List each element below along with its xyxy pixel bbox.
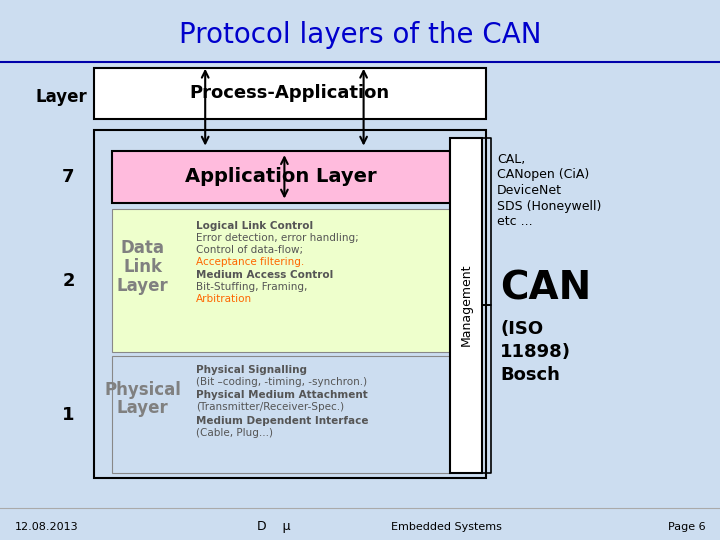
Text: Management: Management	[460, 264, 473, 346]
FancyBboxPatch shape	[112, 151, 450, 202]
FancyBboxPatch shape	[94, 130, 486, 478]
Text: Embedded Systems: Embedded Systems	[391, 522, 502, 531]
Text: Medium Access Control: Medium Access Control	[196, 270, 333, 280]
Text: Bit-Stuffing, Framing,: Bit-Stuffing, Framing,	[196, 282, 307, 292]
Text: (Transmitter/Receiver-Spec.): (Transmitter/Receiver-Spec.)	[196, 402, 344, 412]
Text: Acceptance filtering.: Acceptance filtering.	[196, 257, 304, 267]
Text: Medium Dependent Interface: Medium Dependent Interface	[196, 416, 369, 426]
Text: Application Layer: Application Layer	[185, 167, 377, 186]
Text: (Bit –coding, -timing, -synchron.): (Bit –coding, -timing, -synchron.)	[196, 377, 367, 387]
FancyBboxPatch shape	[112, 356, 450, 472]
Text: Link: Link	[123, 258, 162, 276]
Text: Error detection, error handling;: Error detection, error handling;	[196, 233, 359, 243]
Text: Control of data-flow;: Control of data-flow;	[196, 245, 303, 255]
Text: Protocol layers of the CAN: Protocol layers of the CAN	[179, 21, 541, 49]
Text: Layer: Layer	[117, 277, 168, 295]
FancyBboxPatch shape	[94, 68, 486, 119]
Text: CAN: CAN	[500, 270, 592, 308]
Text: 12.08.2013: 12.08.2013	[14, 522, 78, 531]
Text: Data: Data	[120, 239, 165, 258]
Text: 2: 2	[62, 272, 75, 290]
FancyBboxPatch shape	[450, 138, 482, 472]
Text: DeviceNet: DeviceNet	[497, 184, 562, 197]
Text: Physical: Physical	[104, 381, 181, 399]
Text: Physical Medium Attachment: Physical Medium Attachment	[196, 390, 368, 400]
Text: 7: 7	[62, 168, 75, 186]
FancyBboxPatch shape	[112, 209, 450, 352]
Text: (ISO: (ISO	[500, 320, 544, 339]
Text: etc ...: etc ...	[497, 215, 532, 228]
Text: (Cable, Plug...): (Cable, Plug...)	[196, 428, 273, 438]
Text: Arbitration: Arbitration	[196, 294, 252, 303]
Text: CANopen (CiA): CANopen (CiA)	[497, 168, 589, 181]
Text: CAL,: CAL,	[497, 153, 525, 166]
Text: Layer: Layer	[35, 88, 87, 106]
Text: Process-Application: Process-Application	[190, 84, 390, 102]
Text: D    μ: D μ	[257, 520, 290, 533]
Text: Logical Link Control: Logical Link Control	[196, 221, 313, 231]
Text: Physical Signalling: Physical Signalling	[196, 366, 307, 375]
Text: SDS (Honeywell): SDS (Honeywell)	[497, 200, 601, 213]
Text: 1: 1	[62, 406, 75, 424]
Text: Layer: Layer	[117, 399, 168, 417]
Text: Bosch: Bosch	[500, 366, 560, 384]
Text: Page 6: Page 6	[668, 522, 706, 531]
Text: 11898): 11898)	[500, 343, 572, 361]
